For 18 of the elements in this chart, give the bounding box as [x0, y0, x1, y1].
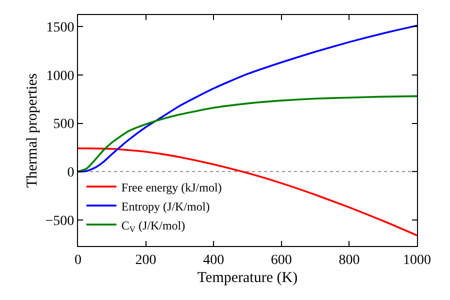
- x-tick-label: 200: [135, 252, 156, 268]
- y-tick-label: 500: [53, 117, 74, 132]
- x-tick-label: 800: [338, 252, 360, 268]
- x-tick-label: 400: [203, 252, 224, 268]
- x-axis-title: Temperature (K): [197, 270, 298, 286]
- y-axis-title: Thermal properties: [24, 73, 41, 188]
- line-series: [78, 95, 417, 172]
- y-tick-label: −500: [45, 214, 74, 229]
- legend-label: Free energy (kJ/mol): [121, 180, 222, 194]
- x-tick-label: 1000: [403, 252, 431, 268]
- legend-label: Entropy (J/K/mol): [121, 199, 210, 214]
- y-tick-label: 0: [67, 165, 74, 180]
- line-series: [78, 24, 417, 172]
- legend-label: C$_{V}$ (J/K/mol): [121, 218, 186, 234]
- y-tick-label: 1500: [46, 20, 74, 36]
- line-series: [78, 147, 417, 236]
- y-tick-label: 1000: [46, 68, 74, 84]
- x-tick-label: 600: [270, 252, 292, 268]
